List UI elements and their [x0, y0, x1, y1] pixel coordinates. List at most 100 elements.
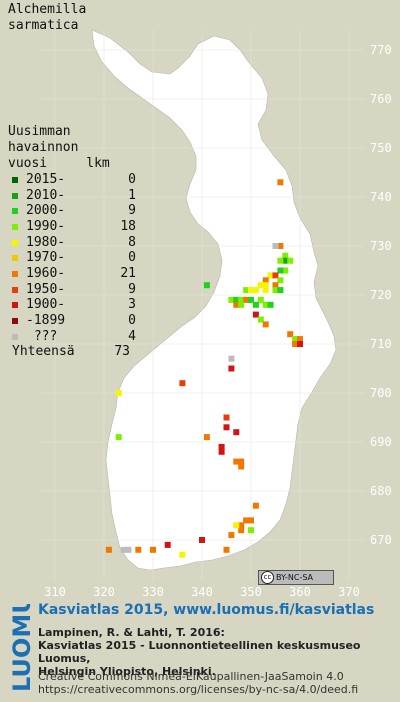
luomus-logo: LUOMUS [8, 604, 36, 692]
cc-icon: cc [261, 571, 274, 584]
observation-square [125, 546, 132, 553]
legend-count: 18 [120, 218, 136, 234]
legend-swatch [12, 223, 18, 230]
legend-row: 2015- 0 [8, 172, 136, 188]
observation-square [115, 434, 122, 441]
observation-square [238, 527, 245, 534]
legend-total-count: 73 [114, 344, 130, 360]
observation-square [179, 551, 186, 558]
observation-square [248, 287, 254, 294]
northing-tick-label: 700 [370, 386, 392, 400]
observation-square [262, 282, 269, 289]
legend-swatch [12, 302, 18, 309]
svg-text:LUOMUS: LUOMUS [8, 604, 36, 692]
observation-square [248, 527, 254, 534]
observation-square [277, 179, 284, 186]
observation-square [243, 287, 250, 294]
observation-square [243, 296, 250, 303]
observation-square [277, 257, 284, 264]
observation-square [262, 277, 269, 284]
northing-tick-label: 680 [370, 484, 392, 498]
observation-square [203, 282, 210, 289]
legend-row: 1970- 0 [8, 250, 136, 266]
legend-period-label: 1960- [26, 265, 66, 281]
observation-square [282, 257, 289, 264]
northing-tick-label: 750 [370, 141, 392, 155]
coordinate-grid [40, 30, 365, 580]
observation-square [120, 546, 127, 553]
license-line-2[interactable]: https://creativecommons.org/licenses/by-… [38, 683, 359, 696]
legend-period-label: 1990- [26, 218, 66, 234]
species-title: Alchemilla sarmatica [8, 2, 87, 33]
observation-square [248, 517, 254, 524]
legend-swatch [12, 318, 18, 325]
northing-tick-label: 760 [370, 92, 392, 106]
observation-square [262, 321, 269, 328]
observation-square [228, 355, 235, 362]
observation-square [238, 463, 245, 470]
legend-swatch [12, 208, 18, 215]
northing-tick-label: 770 [370, 43, 392, 57]
legend-count: 0 [128, 171, 136, 187]
easting-tick-label: 330 [142, 585, 164, 599]
observation-square [252, 287, 259, 294]
legend-swatch [12, 255, 18, 262]
legend-count: 9 [128, 203, 136, 219]
observation-square [297, 336, 303, 343]
observation-square [252, 301, 259, 308]
citation-line-2: Kasviatlas 2015 - Luonnontieteellinen ke… [38, 639, 361, 665]
observation-square [150, 546, 156, 553]
observation-square [115, 390, 122, 396]
legend-count: 9 [128, 281, 136, 297]
legend-row: -1899 0 [8, 313, 136, 329]
observation-square [164, 541, 171, 548]
legend-count: 21 [120, 265, 136, 281]
legend-swatch [12, 333, 18, 340]
legend-period-label: 1980- [26, 234, 66, 250]
observation-square [257, 282, 264, 289]
observation-square [179, 380, 186, 387]
citation: Lampinen, R. & Lahti, T. 2016: Kasviatla… [38, 626, 400, 678]
observation-square [218, 448, 225, 455]
easting-tick-label: 310 [44, 585, 66, 599]
observation-square [233, 458, 240, 465]
legend-count: 1 [128, 187, 136, 203]
observation-square [233, 301, 240, 308]
legend-rows: 2015- 0 2010- 1 2000- 9 1990- 18 1980- 8 1970- 0 196… [8, 172, 136, 345]
observation-square [243, 517, 250, 524]
kasviatlas-link[interactable]: Kasviatlas 2015, www.luomus.fi/kasviatla… [38, 602, 375, 618]
easting-tick-label: 340 [191, 585, 213, 599]
observation-square [223, 546, 230, 553]
observation-square [238, 522, 245, 529]
legend-row: ??? 4 [8, 329, 136, 345]
legend-period-label: 1950- [26, 281, 66, 297]
legend-count: 3 [128, 297, 136, 313]
easting-tick-label: 320 [93, 585, 115, 599]
observation-square [292, 336, 299, 343]
legend-period-label: 1900- [26, 297, 66, 313]
legend-swatch [12, 270, 18, 277]
license-line-1: Creative Commons Nimeä-EiKaupallinen-Jaa… [38, 670, 344, 683]
legend-period-label: -1899 [26, 313, 66, 329]
northing-tick-labels: 770 760 750 740 730 720 710 700 690 680 670 [370, 43, 392, 547]
northing-tick-label: 720 [370, 288, 392, 302]
citation-line-1: Lampinen, R. & Lahti, T. 2016: [38, 626, 225, 639]
observation-square [277, 267, 284, 274]
legend-row: 1990- 18 [8, 219, 136, 235]
legend-count: 0 [128, 313, 136, 329]
cc-license-badge[interactable]: cc BY-NC-SA [258, 570, 334, 585]
legend-row: 1900- 3 [8, 297, 136, 314]
observation-points [105, 179, 303, 558]
observation-square [233, 296, 240, 303]
license: Creative Commons Nimeä-EiKaupallinen-Jaa… [38, 670, 358, 696]
legend-row: 1950- 9 [8, 282, 136, 298]
legend-row: 1960- 21 [8, 266, 136, 282]
observation-square [203, 434, 210, 441]
observation-square [262, 287, 269, 294]
observation-square [262, 301, 269, 308]
observation-square [277, 287, 284, 294]
legend-count: 4 [128, 328, 136, 344]
legend-swatch [12, 286, 18, 293]
northing-tick-label: 690 [370, 435, 392, 449]
